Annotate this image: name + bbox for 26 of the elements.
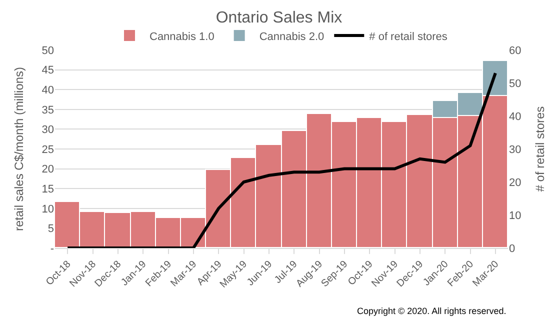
y-tick-label: 35 xyxy=(42,104,54,116)
y-tick-label: 20 xyxy=(42,164,54,176)
y2-tick-label: 30 xyxy=(509,144,522,156)
chart-title: Ontario Sales Mix xyxy=(216,9,342,26)
y-tick-label: 45 xyxy=(42,64,54,77)
y2-tick-label: 60 xyxy=(509,44,522,57)
legend-label: # of retail stores xyxy=(369,30,448,43)
y-tick-label: 30 xyxy=(42,124,54,136)
y-tick-label: 10 xyxy=(42,203,54,216)
y2-tick-label: 10 xyxy=(509,210,522,222)
y2-tick-label: 50 xyxy=(509,78,522,90)
legend-label: Cannabis 1.0 xyxy=(150,30,214,43)
y2-tick-label: 0 xyxy=(509,242,516,255)
y-tick-label: - xyxy=(50,242,54,255)
legend-label: Cannabis 2.0 xyxy=(259,30,324,43)
y-tick-label: 15 xyxy=(42,183,54,196)
text: Copyright © 2020. All rights reserved. xyxy=(357,306,506,316)
y-tick-label: 5 xyxy=(48,223,54,236)
y-tick-label: 25 xyxy=(42,144,54,156)
y-tick-label: 50 xyxy=(42,44,54,57)
line-series xyxy=(66,72,497,248)
y2-axis-title: # of retail stores xyxy=(533,106,548,192)
y-tick-label: 40 xyxy=(42,84,54,96)
y2-tick-label: 20 xyxy=(509,176,522,189)
y-axis-title: retail sales C$/month (millions) xyxy=(12,66,26,232)
y2-tick-label: 40 xyxy=(509,110,522,123)
